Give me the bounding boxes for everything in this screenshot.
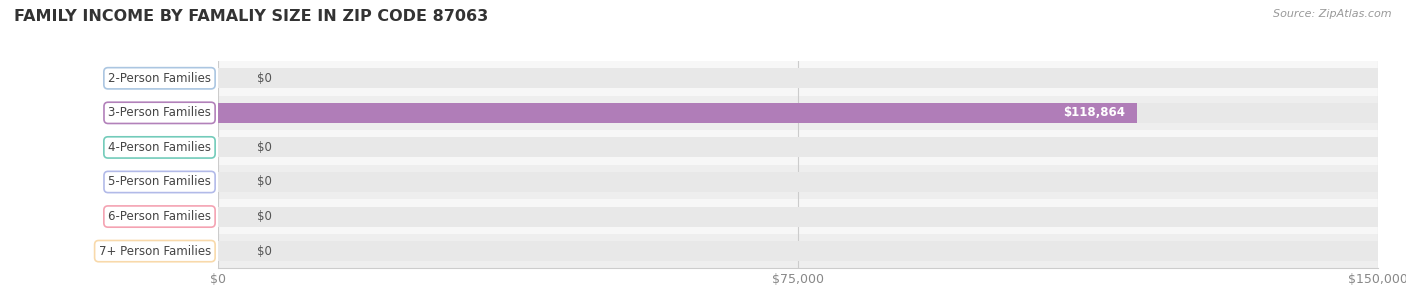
- FancyBboxPatch shape: [218, 95, 1378, 130]
- Text: 2-Person Families: 2-Person Families: [108, 72, 211, 85]
- Bar: [218, 172, 1378, 192]
- Bar: [218, 206, 1378, 227]
- Text: 4-Person Families: 4-Person Families: [108, 141, 211, 154]
- Text: 3-Person Families: 3-Person Families: [108, 106, 211, 119]
- Text: 5-Person Families: 5-Person Families: [108, 175, 211, 188]
- Text: $0: $0: [257, 245, 271, 258]
- Text: $0: $0: [257, 72, 271, 85]
- Bar: [218, 103, 1378, 123]
- Bar: [218, 103, 1137, 123]
- FancyBboxPatch shape: [218, 61, 1378, 95]
- Text: FAMILY INCOME BY FAMALIY SIZE IN ZIP CODE 87063: FAMILY INCOME BY FAMALIY SIZE IN ZIP COD…: [14, 9, 488, 24]
- FancyBboxPatch shape: [218, 130, 1378, 165]
- Text: $0: $0: [257, 141, 271, 154]
- Text: $0: $0: [257, 210, 271, 223]
- Text: $118,864: $118,864: [1063, 106, 1126, 119]
- Text: 6-Person Families: 6-Person Families: [108, 210, 211, 223]
- FancyBboxPatch shape: [218, 199, 1378, 234]
- Bar: [218, 137, 1378, 157]
- FancyBboxPatch shape: [218, 165, 1378, 199]
- FancyBboxPatch shape: [218, 234, 1378, 268]
- Text: $0: $0: [257, 175, 271, 188]
- Text: Source: ZipAtlas.com: Source: ZipAtlas.com: [1274, 9, 1392, 19]
- Bar: [218, 241, 1378, 261]
- Text: 7+ Person Families: 7+ Person Families: [98, 245, 211, 258]
- Bar: [218, 68, 1378, 88]
